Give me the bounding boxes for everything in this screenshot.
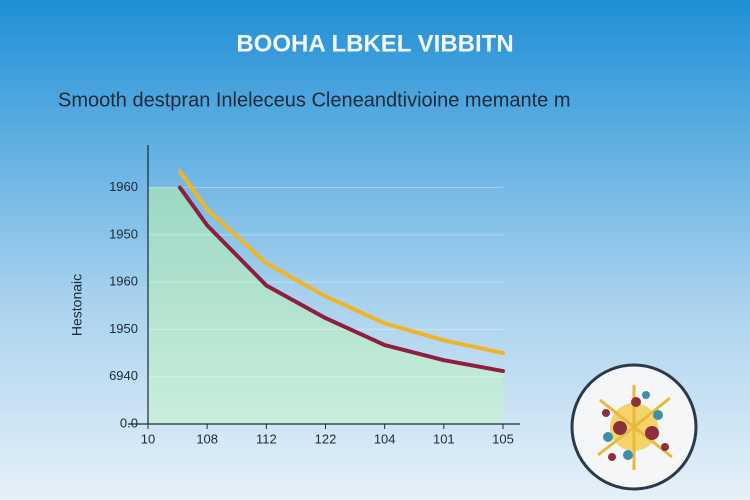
chart-subtitle: Smooth destpran Inleleceus Cleneandtivio… [58, 89, 571, 111]
x-tick-label: 10 [141, 431, 155, 446]
x-tick-label: 105 [492, 431, 514, 446]
x-tick-label: 101 [433, 431, 455, 446]
x-tick-label: 104 [374, 431, 396, 446]
line-series [177, 185, 505, 374]
x-tick-label: 122 [315, 431, 337, 446]
y-tick-label: 1950 [109, 321, 138, 336]
y-axis-label: Hestonaic [69, 274, 85, 336]
y-tick-label: 1950 [109, 226, 138, 241]
y-tick-label: 0.0 [120, 415, 138, 430]
x-tick-label: 112 [256, 431, 277, 446]
y-tick-label: 6940 [109, 368, 138, 383]
chart-title: BOOHA LBKEL VIBBITN [236, 30, 513, 57]
illustration [570, 363, 698, 491]
y-tick-label: 1960 [109, 179, 138, 194]
x-tick-label: 108 [196, 431, 218, 446]
y-tick-label: 1960 [109, 274, 138, 289]
area-fill [148, 187, 503, 424]
line-series [177, 169, 505, 356]
